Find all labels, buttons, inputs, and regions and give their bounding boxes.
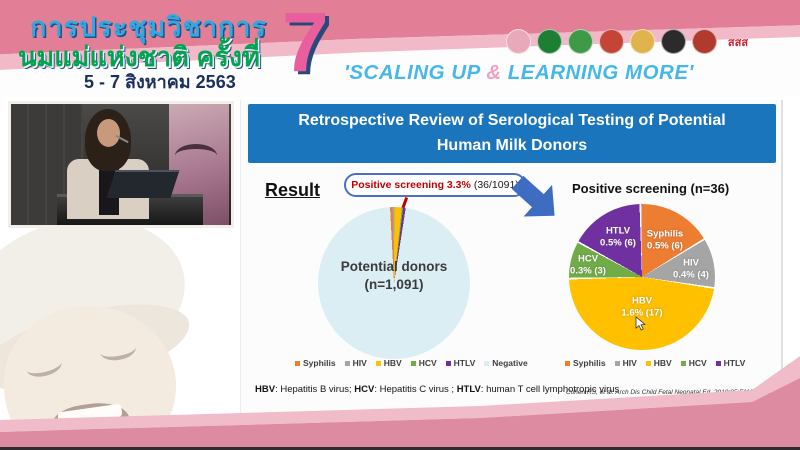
- legend-item: HTLV: [715, 358, 745, 368]
- citation: Cohen RS, et al. Arch Dis Child Fetal Ne…: [566, 389, 773, 396]
- screening-callout: Positive screening 3.3% (36/1091): [344, 173, 526, 197]
- temple-crest-logo: [599, 29, 624, 54]
- legend-item: HTLV: [445, 358, 475, 368]
- legend-item: HBV: [645, 358, 672, 368]
- legend-item: HCV: [680, 358, 707, 368]
- mouse-cursor-icon: [635, 316, 646, 331]
- royal-college-crest-logo: [630, 29, 655, 54]
- partner-logos: สสส: [506, 29, 753, 54]
- slide-title: Retrospective Review of Serological Test…: [248, 104, 776, 163]
- legend-swatch: [295, 360, 300, 366]
- laptop: [106, 170, 180, 198]
- callout-highlight: Positive screening 3.3%: [351, 179, 471, 191]
- legend-swatch: [375, 360, 381, 366]
- legend-swatch: [565, 360, 570, 366]
- legend-item: Negative: [484, 358, 528, 368]
- slogan-ampersand: &: [486, 61, 502, 84]
- slide: Retrospective Review of Serological Test…: [240, 100, 783, 415]
- green-health-seal-2: [568, 29, 593, 54]
- thai-health-promotion-logo: สสส: [727, 36, 749, 49]
- pie-label-hiv: HIV 0.4% (4): [673, 257, 709, 281]
- red-society-crest-logo: [692, 29, 717, 54]
- legend-item: HCV: [410, 358, 437, 368]
- legend-swatch: [445, 360, 451, 366]
- donor-pie: [318, 207, 470, 359]
- green-health-seal-1: [537, 29, 562, 54]
- legend-item: HIV: [344, 358, 367, 368]
- legend-swatch: [344, 360, 350, 366]
- positive-pie: [569, 204, 715, 350]
- header-banner: การประชุมวิชาการ นมแม่แห่งชาติ ครั้งที่ …: [0, 0, 800, 97]
- legend-item: HBV: [375, 358, 402, 368]
- legend-item: HIV: [614, 358, 637, 368]
- baby-photo: [0, 228, 247, 450]
- pie-label-htlv: HTLV 0.5% (6): [600, 225, 636, 249]
- legend-swatch: [645, 360, 651, 366]
- conference-dates: 5 - 7 สิงหาคม 2563: [84, 72, 236, 92]
- pie-label-hcv: HCV 0.3% (3): [570, 253, 606, 277]
- bottom-edge-line: [0, 447, 800, 450]
- down-right-arrow-icon: [511, 175, 555, 217]
- bottom-ribbon: [0, 350, 800, 450]
- legend-swatch: [410, 360, 416, 366]
- legend-swatch: [680, 360, 686, 366]
- slogan-part1: 'SCALING UP: [344, 61, 487, 84]
- legend-swatch: [715, 360, 721, 366]
- positive-pie-title: Positive screening (n=36): [572, 181, 730, 196]
- abbreviation-footnote: HBV: Hepatitis B virus; HCV: Hepatitis C…: [255, 384, 620, 395]
- positive-pie-legend: Syphilis HIV HBV HCV HTLV: [565, 358, 745, 368]
- legend-swatch: [614, 360, 620, 366]
- donor-label-line2: (n=1,091): [364, 276, 424, 292]
- legend-item: Syphilis: [295, 358, 336, 368]
- conference-slogan: 'SCALING UP & LEARNING MORE': [344, 61, 694, 85]
- legend-item: Syphilis: [565, 358, 606, 368]
- webcam-video: [11, 104, 231, 225]
- edition-number: 7: [282, 0, 329, 89]
- callout-detail: (36/1091): [473, 179, 519, 191]
- slogan-part2: LEARNING MORE': [501, 61, 694, 84]
- donor-pie-label: Potential donors (n=1,091): [318, 258, 470, 293]
- legend-swatch: [484, 360, 490, 366]
- presenter-face: [97, 119, 120, 147]
- donor-pie-legend: Syphilis HIV HBV HCV HTLV Negative: [295, 358, 528, 368]
- result-heading: Result: [265, 180, 321, 200]
- webcam-feed[interactable]: [8, 101, 234, 228]
- photo-fade-overlay: [0, 228, 247, 450]
- pie-label-syphilis: Syphilis 0.5% (6): [646, 228, 684, 252]
- conference-title-line1: การประชุมวิชาการ: [30, 12, 267, 42]
- mother-and-child-foundation-logo: [506, 29, 531, 54]
- donor-label-line1: Potential donors: [340, 259, 448, 274]
- pie-label-hbv: HBV 1.6% (17): [621, 295, 663, 319]
- university-seal-logo: [661, 29, 686, 54]
- conference-title-line2: นมแม่แห่งชาติ ครั้งที่: [18, 42, 260, 72]
